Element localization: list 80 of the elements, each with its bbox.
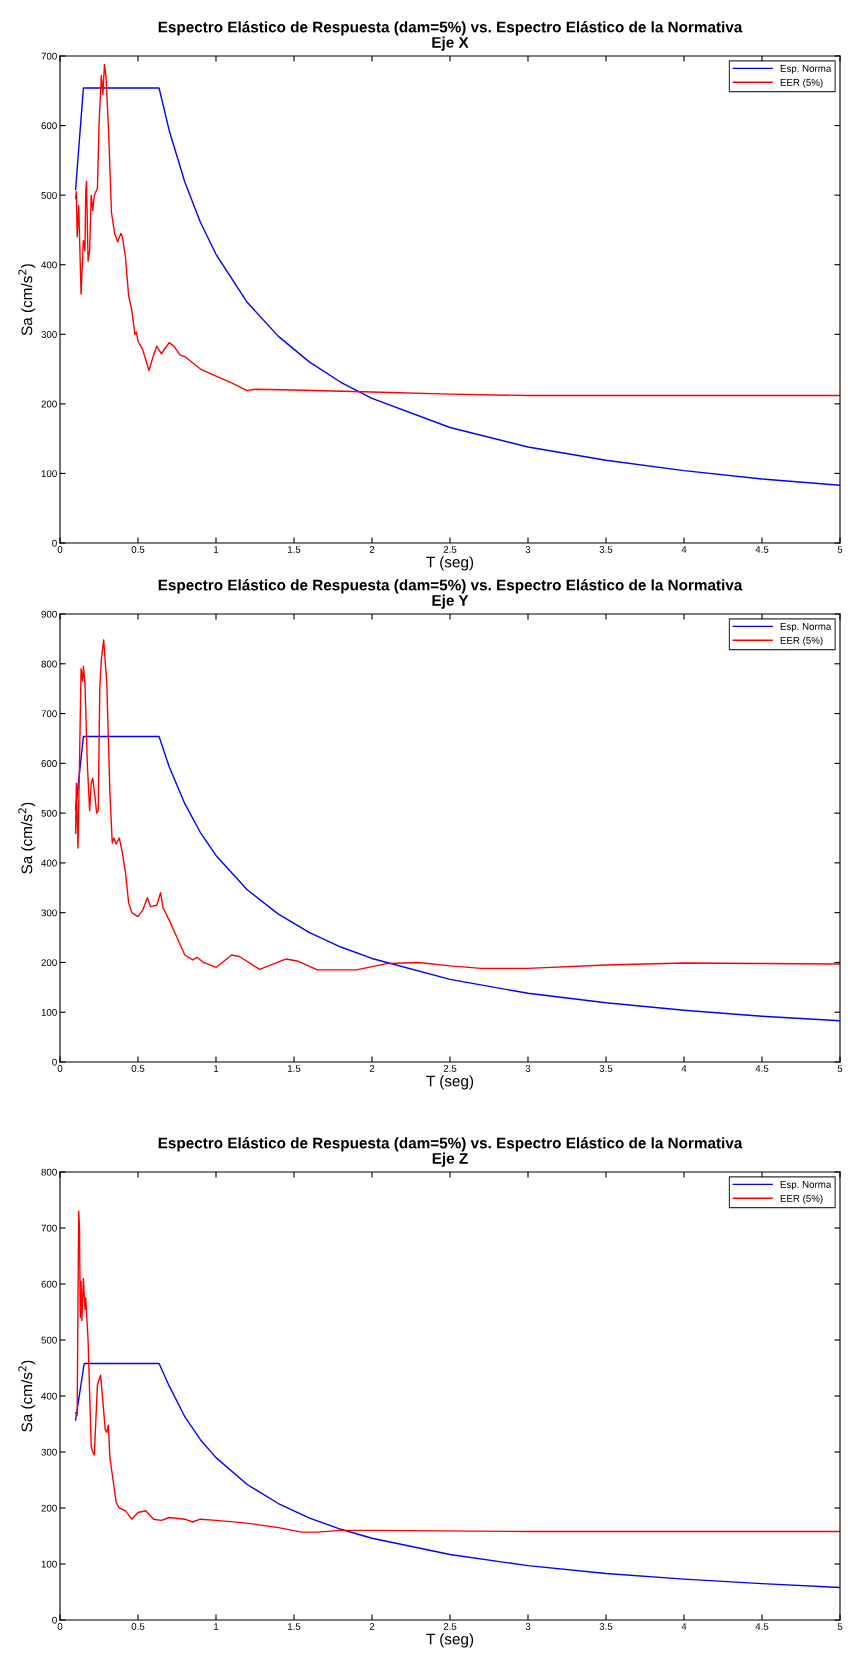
legend-label: EER (5%) <box>780 78 823 88</box>
legend-label: Esp. Norma <box>780 623 832 632</box>
y-tick-label: 0 <box>52 1616 57 1624</box>
y-tick-label: 800 <box>41 660 57 668</box>
x-tick-label: 0.5 <box>131 1065 145 1072</box>
y-tick-label: 600 <box>41 760 57 767</box>
legend-label: Esp. Norma <box>780 1181 832 1190</box>
y-tick-label: 600 <box>41 1280 57 1288</box>
y-tick-label: 800 <box>41 1168 57 1176</box>
x-tick-label: 1.5 <box>287 1065 301 1072</box>
y-tick-label: 500 <box>41 1336 57 1344</box>
x-tick-label: 4.5 <box>755 1065 769 1072</box>
x-tick-label: 1 <box>214 546 219 553</box>
y-tick-label: 100 <box>41 1560 57 1568</box>
x-tick-label: 3.5 <box>599 1065 613 1072</box>
legend-label: EER (5%) <box>780 636 823 646</box>
x-tick-label: 3 <box>525 546 531 553</box>
x-tick-label: 5 <box>837 1065 843 1072</box>
y-tick-label: 700 <box>41 52 57 60</box>
y-tick-label: 400 <box>41 1392 57 1400</box>
x-axis-title: T (seg) <box>426 1075 474 1090</box>
x-tick-label: 0 <box>57 546 63 553</box>
y-tick-label: 200 <box>41 1504 57 1512</box>
x-tick-label: 3 <box>525 1623 531 1630</box>
x-tick-label: 5 <box>837 546 843 553</box>
x-tick-label: 2.5 <box>443 546 457 553</box>
chart-title: Espectro Elástico de Respuesta (dam=5%) vs. Espectro Elástico de la Normativa Eje Z <box>158 1137 743 1167</box>
x-tick-label: 2.5 <box>443 1065 457 1072</box>
x-tick-label: 4.5 <box>755 1623 769 1630</box>
x-tick-label: 0.5 <box>131 1623 145 1630</box>
y-tick-label: 900 <box>41 610 57 618</box>
y-tick-label: 300 <box>41 331 57 338</box>
x-tick-label: 4 <box>681 1623 687 1630</box>
x-tick-label: 2 <box>369 1623 375 1630</box>
y-tick-label: 700 <box>41 1224 57 1232</box>
y-tick-label: 400 <box>41 859 57 867</box>
line-series <box>74 1362 840 1589</box>
x-tick-label: 5 <box>837 1623 843 1630</box>
y-tick-label: 600 <box>41 122 57 130</box>
x-axis-title: T (seg) <box>426 1633 474 1648</box>
y-tick-label: 200 <box>41 400 57 408</box>
x-tick-label: 1.5 <box>287 1623 301 1630</box>
y-tick-label: 400 <box>41 261 57 269</box>
x-tick-label: 1.5 <box>287 546 301 553</box>
y-tick-label: 300 <box>41 1448 57 1456</box>
x-tick-label: 1 <box>214 1623 219 1630</box>
y-axis-title: Sa (cm/s$^{2}$) <box>18 802 36 874</box>
x-tick-label: 3 <box>525 1065 531 1072</box>
chart-title: Espectro Elástico de Respuesta (dam=5%) vs. Espectro Elástico de la Normativa Eje Y <box>158 579 743 609</box>
y-tick-label: 100 <box>41 470 57 478</box>
y-tick-label: 700 <box>41 710 57 718</box>
y-tick-label: 500 <box>41 809 57 817</box>
x-tick-label: 2 <box>369 1065 375 1072</box>
x-tick-label: 0 <box>57 1065 63 1072</box>
x-tick-label: 3.5 <box>599 1623 613 1630</box>
x-tick-label: 0.5 <box>131 546 145 553</box>
x-axis-title: T (seg) <box>426 556 474 571</box>
y-tick-label: 500 <box>41 191 57 199</box>
legend-label: Esp. Norma <box>780 65 832 74</box>
y-axis-title: Sa (cm/s$^{2}$) <box>18 1360 36 1432</box>
x-tick-label: 0 <box>57 1623 63 1630</box>
y-tick-label: 200 <box>41 959 57 967</box>
legend-label: EER (5%) <box>780 1194 823 1204</box>
line-series <box>74 87 840 486</box>
x-tick-label: 4.5 <box>755 546 769 553</box>
y-tick-label: 100 <box>41 1008 57 1016</box>
y-tick-label: 300 <box>41 909 57 917</box>
x-tick-label: 4 <box>681 546 687 553</box>
line-series <box>74 63 840 397</box>
x-tick-label: 1 <box>214 1065 219 1072</box>
x-tick-label: 4 <box>681 1065 687 1072</box>
y-tick-label: 0 <box>52 539 57 547</box>
x-tick-label: 2 <box>369 546 375 553</box>
y-axis-title: Sa (cm/s$^{2}$) <box>18 264 36 336</box>
x-tick-label: 3.5 <box>599 546 613 553</box>
chart-title: Espectro Elástico de Respuesta (dam=5%) vs. Espectro Elástico de la Normativa Eje X <box>158 21 743 51</box>
line-series <box>74 1210 840 1533</box>
line-series <box>74 735 840 1022</box>
x-tick-label: 2.5 <box>443 1623 457 1630</box>
y-tick-label: 0 <box>52 1058 57 1066</box>
